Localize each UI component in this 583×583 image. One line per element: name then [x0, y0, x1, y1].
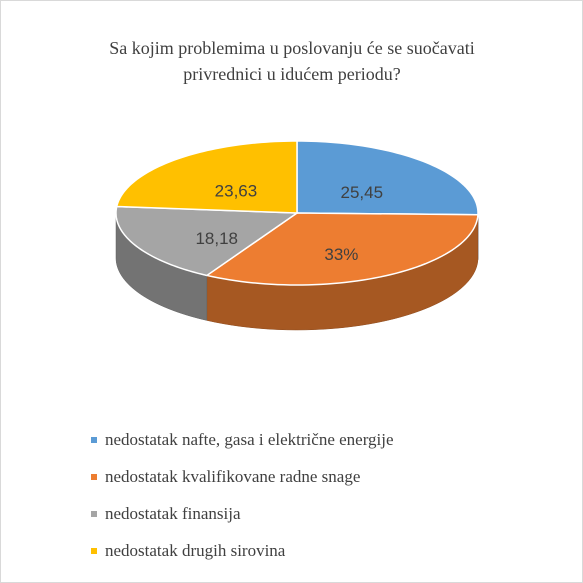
legend-item: nedostatak finansija: [91, 495, 394, 532]
legend-label: nedostatak nafte, gasa i električne ener…: [105, 429, 394, 449]
slice: [296, 140, 479, 216]
legend-item: nedostatak kvalifikovane radne snage: [91, 458, 394, 495]
slice: [115, 205, 300, 277]
data-label: 18,18: [195, 229, 238, 248]
slice: [205, 212, 479, 286]
legend: nedostatak nafte, gasa i električne ener…: [91, 421, 394, 569]
legend-item: nedostatak nafte, gasa i električne ener…: [91, 421, 394, 458]
data-label: 33%: [324, 245, 358, 264]
legend-item: nedostatak drugih sirovina: [91, 532, 394, 569]
legend-swatch: [91, 547, 97, 554]
data-label: 23,63: [215, 181, 258, 200]
legend-label: nedostatak drugih sirovina: [105, 540, 286, 560]
data-label: 25,45: [340, 183, 383, 202]
legend-swatch: [91, 510, 97, 517]
legend-swatch: [91, 436, 97, 443]
pie-area: 25,45 33% 18,18 23,63: [115, 140, 479, 331]
chart-title: Sa kojim problemima u poslovanju će se s…: [109, 38, 475, 84]
slice: [115, 140, 298, 214]
legend-label: nedostatak finansija: [105, 503, 241, 523]
legend-swatch: [91, 473, 97, 480]
legend-label: nedostatak kvalifikovane radne snage: [105, 466, 361, 486]
